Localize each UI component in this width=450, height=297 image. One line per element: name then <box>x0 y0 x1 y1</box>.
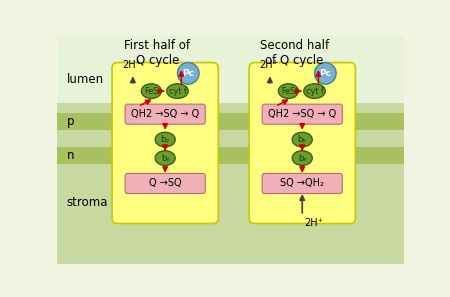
FancyBboxPatch shape <box>125 104 205 124</box>
Text: lumen: lumen <box>67 73 104 86</box>
Text: First half of
Q cycle: First half of Q cycle <box>125 39 190 67</box>
Text: QH2 →SQ → Q: QH2 →SQ → Q <box>131 109 199 119</box>
Ellipse shape <box>155 151 175 165</box>
Text: QH2 →SQ → Q: QH2 →SQ → Q <box>268 109 336 119</box>
Ellipse shape <box>166 84 188 98</box>
Text: 2H⁺: 2H⁺ <box>260 60 279 70</box>
Text: n: n <box>67 149 74 162</box>
Bar <box>58 36 404 103</box>
Text: Pc: Pc <box>320 69 331 78</box>
Text: bₚ: bₚ <box>161 135 170 144</box>
Text: Pc: Pc <box>182 69 194 78</box>
Text: bₙ: bₙ <box>298 154 306 162</box>
Text: 2H⁺: 2H⁺ <box>305 218 324 228</box>
Text: FeS: FeS <box>144 87 158 96</box>
Text: p: p <box>67 115 74 128</box>
Bar <box>58 113 404 129</box>
Text: bₚ: bₚ <box>298 135 307 144</box>
FancyBboxPatch shape <box>262 104 342 124</box>
Ellipse shape <box>304 84 325 98</box>
Text: cyt f: cyt f <box>169 87 186 96</box>
Text: bₙ: bₙ <box>161 154 170 162</box>
Text: stroma: stroma <box>67 196 108 209</box>
FancyBboxPatch shape <box>249 63 356 224</box>
Ellipse shape <box>292 132 312 147</box>
Bar <box>58 147 404 164</box>
FancyBboxPatch shape <box>112 63 218 224</box>
Circle shape <box>315 63 336 84</box>
Ellipse shape <box>141 84 162 98</box>
Text: SQ →QH₂: SQ →QH₂ <box>280 178 324 189</box>
Text: Second half
of Q cycle: Second half of Q cycle <box>260 39 329 67</box>
FancyBboxPatch shape <box>125 173 205 193</box>
Text: 2H⁺: 2H⁺ <box>123 60 141 70</box>
Text: Q →SQ: Q →SQ <box>149 178 181 189</box>
FancyBboxPatch shape <box>262 173 342 193</box>
Ellipse shape <box>279 84 298 98</box>
Text: cyt f: cyt f <box>306 87 324 96</box>
Text: FeS: FeS <box>281 87 296 96</box>
Ellipse shape <box>292 151 312 165</box>
Circle shape <box>177 63 199 84</box>
Ellipse shape <box>155 132 175 147</box>
